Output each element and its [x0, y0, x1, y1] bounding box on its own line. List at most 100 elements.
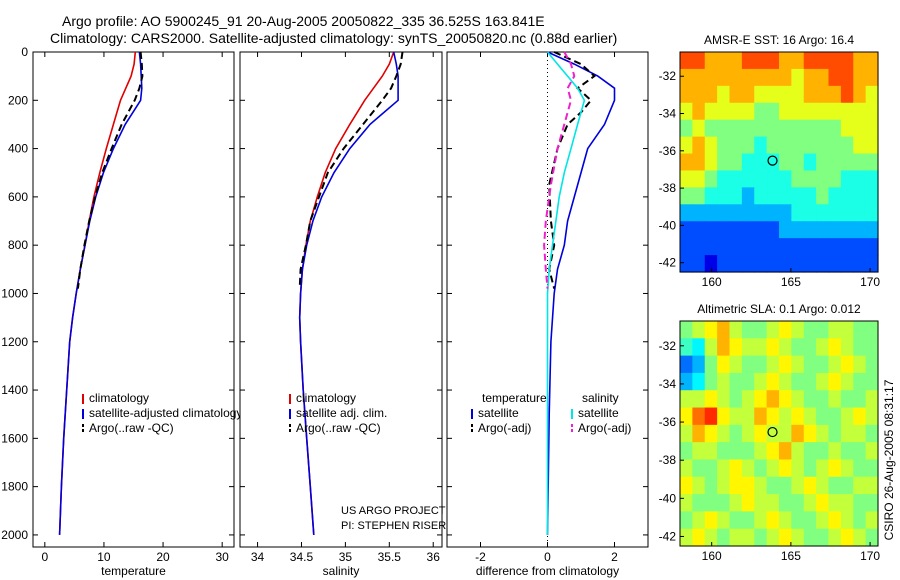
sst-map-cell [791, 136, 805, 155]
sla-map-cell [791, 459, 805, 478]
sst-map-cell [729, 85, 743, 104]
sla-map-cell [754, 355, 768, 374]
sst-map-cell [692, 170, 706, 188]
sst-map-cell [791, 68, 805, 87]
sla-map-cell [741, 494, 755, 512]
sla-map-cell [791, 511, 805, 530]
sst-map-cell [704, 255, 718, 273]
sst-map-cell [729, 238, 743, 256]
sla-map-cell [704, 390, 718, 409]
sla-map-cell [791, 494, 805, 512]
sst-map-cell [729, 255, 743, 273]
sla-map-cell [741, 407, 755, 426]
sla-map-cell [729, 372, 743, 391]
sst-map-cell [766, 204, 780, 222]
depth-tick-label: 0 [21, 45, 28, 59]
sla-map-cell [816, 321, 830, 339]
sla-map-cell [865, 442, 879, 461]
sst-map-cell [741, 238, 755, 256]
sst-map-cell [741, 153, 755, 172]
sla-map-cell [741, 424, 755, 443]
sla-map-cell [704, 321, 718, 339]
sst-map-cell [803, 255, 817, 273]
sla-map-cell [704, 459, 718, 478]
sst-map-cell [704, 102, 718, 121]
sla-map-cell [853, 459, 867, 478]
sst-map-cell [816, 255, 830, 273]
salinity-xtick-label: 35 [339, 550, 353, 564]
sla-map-cell [741, 390, 755, 409]
sla-map-cell [865, 476, 879, 495]
sst-map-cell [828, 85, 842, 104]
sla-map-cell [791, 390, 805, 409]
sst-map-cell [717, 136, 731, 155]
difference-legend-group-title: salinity [582, 391, 619, 405]
sst-map-cell [865, 238, 879, 256]
sst-map-cell [791, 238, 805, 256]
sst-map-cell [741, 119, 755, 138]
sla-map-cell [828, 494, 842, 512]
sla-map-cell [791, 476, 805, 495]
project-annotation: PI: STEPHEN RISER [341, 520, 446, 532]
sla-map-cell [816, 390, 830, 409]
sla-map-cell [865, 321, 879, 339]
sla-map-cell [692, 355, 706, 374]
difference-legend-entry: satellite [578, 406, 619, 420]
sst-map-cell [816, 102, 830, 121]
sla-map-cell [754, 390, 768, 409]
sst-map-cell [840, 221, 854, 239]
sla-map-cell [791, 338, 805, 357]
sla-map-cell [816, 528, 830, 547]
sst-map-cell [840, 153, 854, 172]
sst-map-title: AMSR-E SST: 16 Argo: 16.4 [704, 33, 854, 47]
temperature-xlabel: temperature [101, 564, 166, 578]
sst-map-cell [853, 102, 867, 121]
sst-map-cell [704, 187, 718, 205]
sst-map-cell [828, 187, 842, 205]
sst-map-cell [803, 136, 817, 155]
sst-map-cell [729, 153, 743, 172]
sla-map-cell [680, 390, 693, 409]
sla-map-cell [828, 528, 842, 547]
sla-map-cell [704, 407, 718, 426]
sla-map-cell [729, 511, 743, 530]
temperature-xtick-label: 20 [156, 550, 170, 564]
sst-map-cell [840, 170, 854, 188]
difference-legend-entry: satellite [478, 406, 519, 420]
sla-map-cell [680, 442, 693, 461]
sla-map-cell [803, 528, 817, 547]
sst-map-cell [840, 102, 854, 121]
sla-map-cell [828, 511, 842, 530]
sst-map-cell [803, 85, 817, 104]
temperature-legend-entry: climatology [89, 391, 149, 405]
sst-map-cell [680, 204, 693, 222]
sst-map-cell [680, 170, 693, 188]
sla-map-cell [803, 442, 817, 461]
sla-map-cell [840, 338, 854, 357]
sla-map-cell [791, 321, 805, 339]
sla-map-cell [692, 424, 706, 443]
sst-map-ytick-label: -36 [659, 144, 677, 158]
sst-map-cell [717, 170, 731, 188]
sla-map-cell [779, 355, 792, 374]
sla-map-cell [754, 424, 768, 443]
sst-map-cell [680, 102, 693, 121]
sst-map-ytick-label: -40 [659, 218, 677, 232]
sst-map-cell [791, 204, 805, 222]
sla-map-cell [803, 390, 817, 409]
sla-map-title: Altimetric SLA: 0.1 Argo: 0.012 [697, 302, 861, 316]
sst-map-cell [729, 187, 743, 205]
sla-map-cell [803, 355, 817, 374]
sla-map-cell [766, 355, 780, 374]
sst-map-cell [741, 85, 755, 104]
sla-map-cell [816, 372, 830, 391]
sst-map-cell [791, 85, 805, 104]
sla-map-cell [717, 407, 731, 426]
sla-map-cell [828, 372, 842, 391]
sla-map-cell [680, 338, 693, 357]
sst-map-cell [840, 187, 854, 205]
sst-map-cell [766, 102, 780, 121]
sst-map-cell [680, 68, 693, 87]
sla-map-cell [840, 321, 854, 339]
sst-map-cell [741, 102, 755, 121]
